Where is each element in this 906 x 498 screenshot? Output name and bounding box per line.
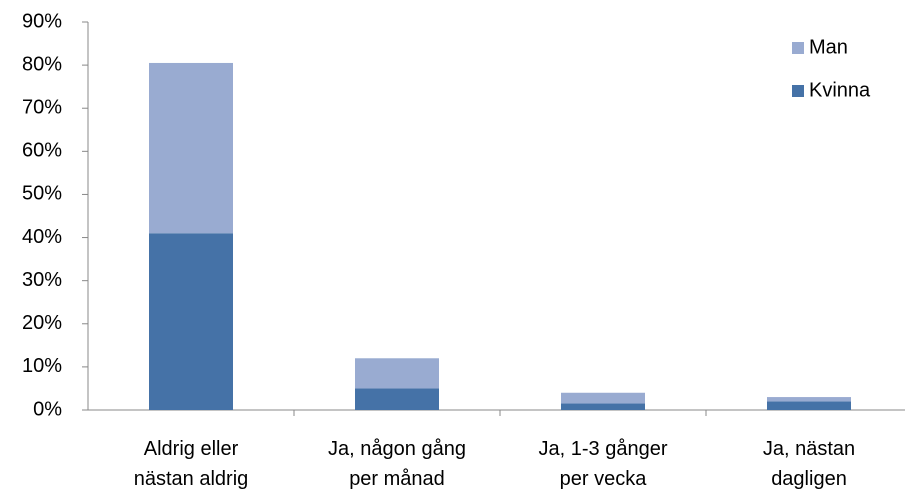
legend-label: Man — [809, 36, 848, 58]
bar-segment — [767, 401, 851, 410]
y-tick-label: 10% — [22, 355, 62, 377]
y-tick-label: 90% — [22, 10, 62, 32]
y-tick-label: 30% — [22, 269, 62, 291]
x-tick-label-line: Ja, 1-3 gånger — [539, 438, 668, 460]
bar-segment — [355, 388, 439, 410]
bar-segment — [767, 397, 851, 402]
bar-segment — [149, 62, 233, 234]
y-tick-label: 20% — [22, 312, 62, 334]
x-tick-label-line: nästan aldrig — [134, 468, 249, 490]
bar-segment — [149, 233, 233, 410]
x-tick-label-line: per månad — [349, 468, 445, 490]
legend-swatch — [792, 42, 804, 54]
x-tick-label: Aldrig eller nästan aldrig — [134, 438, 249, 490]
x-tick-label: Ja, 1-3 gånger per vecka — [539, 438, 668, 490]
y-tick-label: 80% — [22, 53, 62, 75]
x-tick-label: Ja, nästan dagligen — [763, 438, 855, 490]
y-tick-label: 40% — [22, 226, 62, 248]
x-tick-label-line: dagligen — [771, 468, 847, 490]
x-tick-label: Ja, någon gång per månad — [328, 438, 466, 490]
legend-swatch — [792, 85, 804, 97]
x-tick-label-line: per vecka — [560, 468, 648, 490]
x-tick-label-line: Ja, nästan — [763, 438, 855, 460]
y-tick-label: 70% — [22, 97, 62, 119]
legend-label: Kvinna — [809, 79, 871, 101]
bar-segment — [355, 358, 439, 389]
bar-segment — [561, 403, 645, 410]
x-tick-label-line: Ja, någon gång — [328, 438, 466, 460]
bar-segment — [561, 392, 645, 404]
x-tick-label-line: Aldrig eller — [144, 438, 239, 460]
y-tick-label: 50% — [22, 183, 62, 205]
y-tick-label: 0% — [33, 398, 62, 420]
y-tick-label: 60% — [22, 140, 62, 162]
